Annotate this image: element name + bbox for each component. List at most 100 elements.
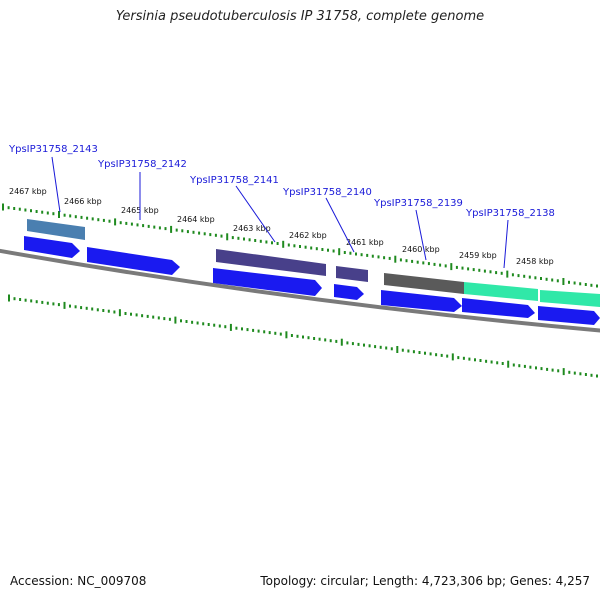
major-tick	[562, 278, 565, 285]
minor-tick	[41, 210, 44, 214]
kbp-label: 2464 kbp	[177, 215, 215, 224]
minor-tick	[52, 302, 55, 306]
cog-feature-2140[interactable]	[336, 266, 368, 282]
gene-arrow-2143[interactable]	[24, 236, 80, 258]
minor-tick	[224, 325, 227, 329]
minor-tick	[218, 324, 221, 328]
minor-tick	[535, 366, 537, 370]
minor-tick	[439, 263, 442, 267]
minor-tick	[584, 283, 587, 286]
gene-arrow-2141[interactable]	[213, 268, 322, 296]
minor-tick	[529, 365, 532, 369]
minor-tick	[351, 342, 354, 346]
minor-tick	[125, 221, 128, 225]
minor-tick	[80, 306, 83, 310]
minor-tick	[579, 372, 582, 376]
minor-tick	[180, 319, 182, 323]
minor-tick	[388, 256, 391, 260]
minor-tick	[130, 222, 133, 226]
major-tick	[451, 353, 454, 361]
topology-label: Topology: circular; Length: 4,723,306 bp…	[260, 574, 590, 588]
minor-tick	[296, 334, 299, 338]
minor-tick	[124, 312, 127, 315]
major-tick	[63, 301, 66, 309]
minor-tick	[360, 253, 363, 257]
gene-label-2139[interactable]: YpsIP31758_2139	[373, 198, 463, 209]
gene-label-2143[interactable]: YpsIP31758_2143	[8, 144, 98, 155]
gene-arrow-2142[interactable]	[87, 247, 180, 275]
minor-tick	[158, 226, 161, 230]
minor-tick	[164, 227, 167, 231]
major-tick	[338, 248, 341, 256]
minor-tick	[551, 278, 554, 282]
major-tick	[507, 360, 510, 368]
cog-feature-2143[interactable]	[27, 219, 85, 240]
major-tick	[2, 203, 4, 211]
minor-tick	[366, 253, 369, 257]
minor-tick	[540, 277, 542, 280]
minor-tick	[102, 309, 105, 312]
minor-tick	[274, 331, 277, 335]
minor-tick	[596, 284, 598, 288]
major-tick	[285, 331, 288, 339]
minor-tick	[313, 337, 316, 340]
minor-tick	[293, 244, 296, 248]
minor-tick	[446, 354, 449, 358]
minor-tick	[69, 304, 71, 308]
minor-tick	[483, 269, 486, 273]
minor-tick	[175, 228, 178, 232]
cog-feature-2139-gray[interactable]	[384, 273, 464, 294]
minor-tick	[551, 368, 554, 372]
major-tick	[396, 346, 399, 353]
minor-tick	[407, 349, 410, 353]
gene-arrow-2138a[interactable]	[462, 298, 535, 318]
cog-feature-2139-teal[interactable]	[464, 282, 538, 301]
minor-tick	[523, 364, 526, 368]
gene-label-2142[interactable]: YpsIP31758_2142	[97, 159, 187, 170]
minor-tick	[568, 280, 570, 284]
minor-tick	[268, 331, 271, 335]
minor-tick	[335, 339, 338, 343]
minor-tick	[501, 362, 504, 365]
minor-tick	[401, 348, 404, 352]
minor-tick	[374, 345, 377, 349]
minor-tick	[405, 259, 408, 263]
kbp-tick-row-upper	[2, 203, 598, 288]
kbp-label: 2466 kbp	[64, 197, 102, 206]
cog-feature-2141[interactable]	[216, 249, 326, 276]
cog-track	[27, 219, 600, 307]
minor-tick	[390, 347, 393, 351]
minor-tick	[41, 300, 44, 304]
minor-tick	[357, 342, 360, 346]
minor-tick	[198, 231, 201, 235]
gene-label-leaders	[51, 156, 509, 269]
minor-tick	[235, 326, 238, 330]
gene-arrow-2140[interactable]	[334, 284, 364, 300]
minor-tick	[528, 275, 531, 279]
minor-tick	[52, 212, 55, 216]
gene-arrow-2138b[interactable]	[538, 306, 600, 325]
kbp-label: 2461 kbp	[346, 238, 384, 247]
gene-arrow-2139[interactable]	[381, 290, 462, 312]
minor-tick	[142, 224, 145, 228]
minor-tick	[579, 282, 582, 286]
minor-tick	[141, 314, 144, 318]
minor-tick	[416, 260, 419, 264]
minor-tick	[318, 337, 321, 341]
minor-tick	[429, 352, 432, 356]
minor-tick	[422, 261, 425, 265]
cog-feature-2138[interactable]	[540, 290, 600, 307]
minor-tick	[346, 341, 349, 345]
minor-tick	[213, 323, 216, 327]
kbp-label: 2467 kbp	[9, 187, 47, 196]
minor-tick	[457, 356, 460, 360]
minor-tick	[192, 230, 195, 234]
minor-tick	[24, 298, 27, 302]
minor-tick	[24, 208, 27, 212]
gene-label-2141[interactable]: YpsIP31758_2141	[189, 175, 279, 186]
minor-tick	[343, 251, 346, 254]
minor-tick	[279, 332, 282, 336]
minor-tick	[545, 277, 548, 281]
gene-label-2138[interactable]: YpsIP31758_2138	[465, 208, 555, 219]
gene-label-2140[interactable]: YpsIP31758_2140	[282, 187, 372, 198]
